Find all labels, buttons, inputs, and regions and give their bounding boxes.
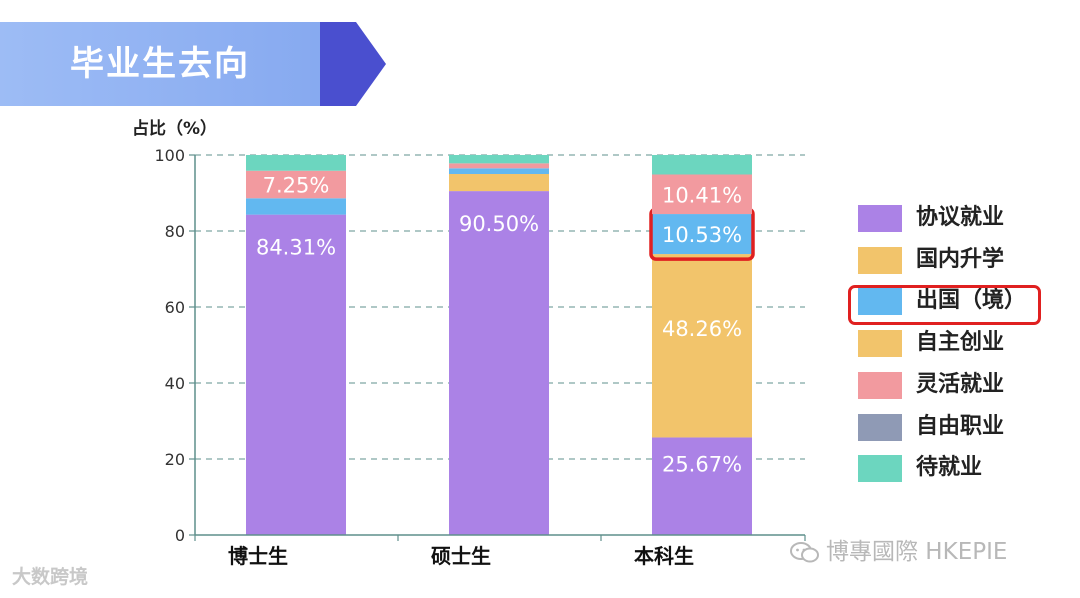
legend-swatch bbox=[858, 413, 902, 441]
y-tick-label: 80 bbox=[165, 222, 185, 241]
bar-segment bbox=[652, 254, 752, 438]
data-label: 7.25% bbox=[263, 174, 330, 198]
title-banner bbox=[0, 22, 330, 106]
data-label: 48.26% bbox=[662, 317, 742, 341]
data-label: 90.50% bbox=[459, 212, 539, 236]
x-category-label: 博士生 bbox=[228, 544, 288, 568]
legend-item: 自由职业 bbox=[858, 412, 1058, 442]
bar-segment bbox=[449, 174, 549, 192]
y-tick-label: 20 bbox=[165, 450, 185, 469]
legend-item: 自主创业 bbox=[858, 328, 1058, 358]
watermark-right-text: 博專國際 HKEPIE bbox=[826, 539, 1008, 565]
x-category-label: 本科生 bbox=[634, 544, 694, 568]
watermark-right: 博專國際 HKEPIE bbox=[790, 532, 1007, 566]
y-axis-label: 占比（%） bbox=[132, 119, 218, 139]
bar-segment bbox=[652, 214, 752, 255]
x-category-label: 硕士生 bbox=[431, 544, 491, 568]
bar-segment bbox=[246, 155, 346, 171]
legend-swatch bbox=[858, 288, 902, 316]
bar-segment bbox=[449, 155, 549, 164]
y-tick-label: 0 bbox=[175, 526, 185, 545]
page-title: 毕业生去向 bbox=[70, 44, 250, 84]
y-tick-label: 60 bbox=[165, 298, 185, 317]
watermark-left: 大数跨境 bbox=[12, 566, 89, 588]
data-label: 10.53% bbox=[662, 223, 742, 247]
legend-label: 协议就业 bbox=[916, 205, 1005, 230]
y-tick-label: 40 bbox=[165, 374, 185, 393]
legend-swatch bbox=[858, 205, 902, 232]
wechat-icon bbox=[790, 541, 819, 562]
bar-segment bbox=[652, 155, 752, 175]
bar-segment bbox=[246, 214, 346, 535]
legend-item: 待就业 bbox=[858, 453, 1058, 483]
legend-item: 灵活就业 bbox=[858, 370, 1058, 400]
legend-label: 国内升学 bbox=[916, 246, 1005, 272]
bar-segment bbox=[246, 198, 346, 215]
legend-label: 出国（境） bbox=[916, 288, 1027, 314]
legend-label: 自主创业 bbox=[916, 330, 1005, 356]
legend-swatch bbox=[858, 246, 902, 274]
legend-item: 国内升学 bbox=[858, 245, 1058, 275]
banner-arrow-icon bbox=[320, 22, 386, 106]
legend-label: 灵活就业 bbox=[916, 371, 1005, 397]
bar-segment bbox=[449, 163, 549, 169]
bar-segment bbox=[652, 437, 752, 535]
legend-label: 自由职业 bbox=[916, 413, 1005, 439]
data-label: 84.31% bbox=[256, 236, 336, 260]
legend-item: 协议就业 bbox=[858, 203, 1058, 233]
legend-highlight-box bbox=[848, 285, 1041, 325]
bar-segment bbox=[652, 174, 752, 215]
bar-segment bbox=[449, 168, 549, 174]
bar-segment bbox=[449, 191, 549, 535]
legend-swatch bbox=[858, 371, 902, 399]
legend-label: 待就业 bbox=[916, 455, 983, 481]
y-tick-label: 100 bbox=[154, 146, 185, 165]
data-label: 25.67% bbox=[662, 452, 742, 476]
legend-swatch bbox=[858, 330, 902, 358]
legend-swatch bbox=[858, 455, 902, 483]
bar-segment bbox=[246, 170, 346, 199]
legend-item: 出国（境） bbox=[858, 286, 1058, 316]
data-label: 10.41% bbox=[662, 183, 742, 207]
